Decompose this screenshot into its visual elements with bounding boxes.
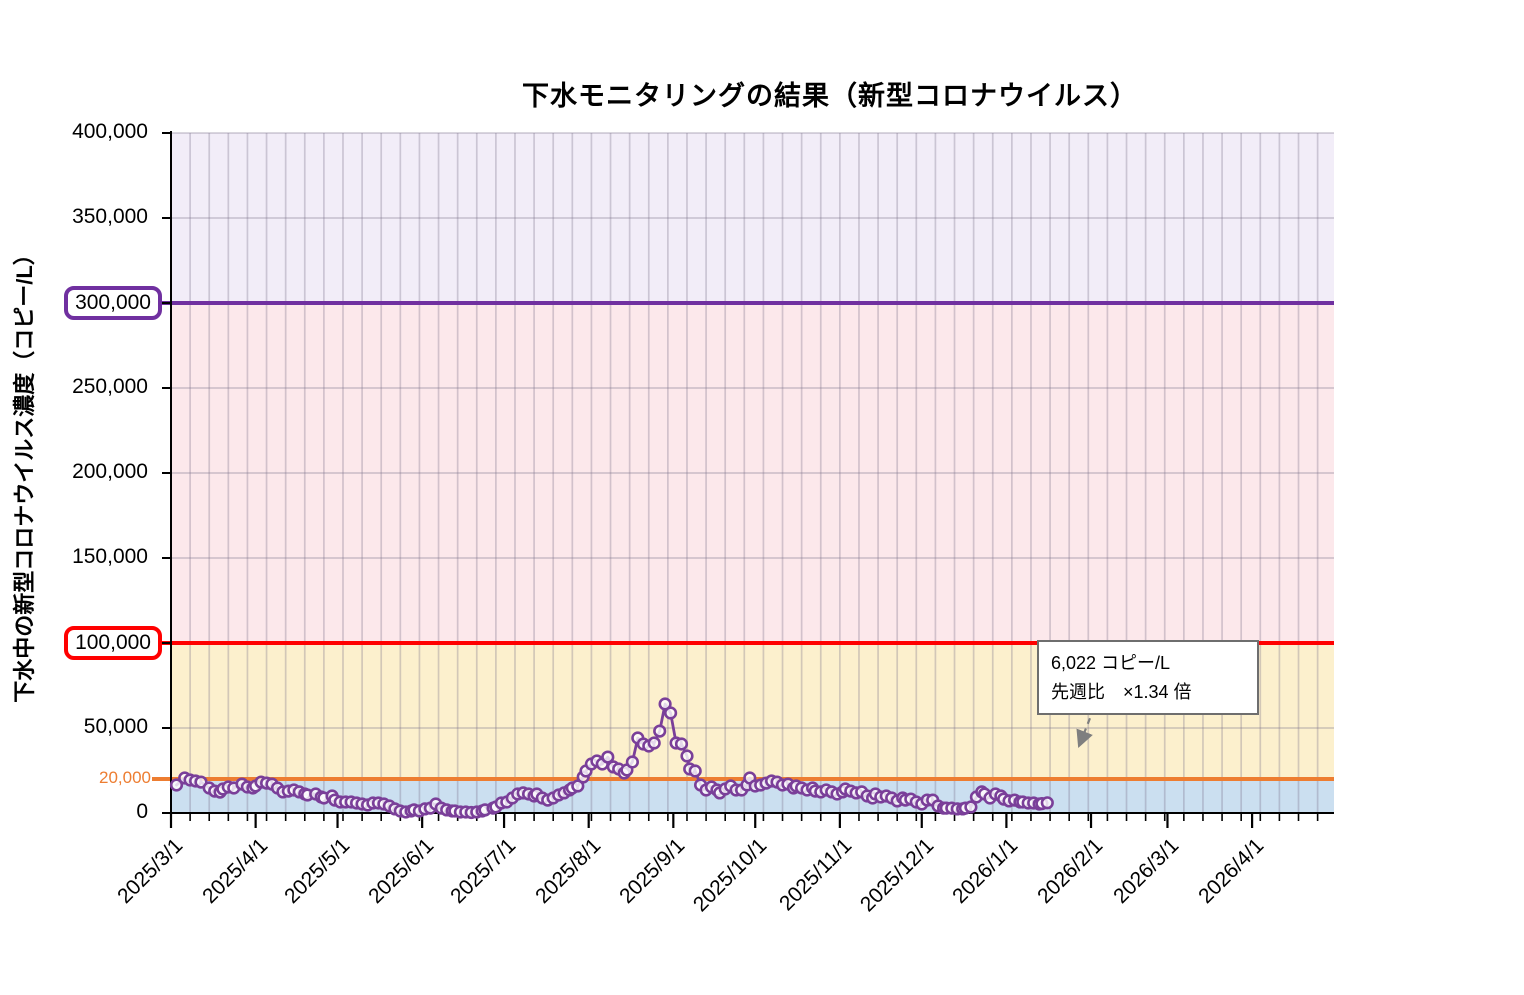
callout-arrow <box>1076 707 1096 749</box>
data-point-marker <box>647 736 661 750</box>
data-point-marker <box>663 706 678 720</box>
data-point-marker <box>601 750 615 764</box>
data-point-marker <box>674 737 689 751</box>
data-point-marker <box>964 800 978 814</box>
data-point-marker <box>680 749 694 763</box>
y-tick-label: 150,000 <box>72 545 148 568</box>
latest-value-callout: 6,022 コピー/L 先週比 ×1.34 倍 <box>1037 640 1259 715</box>
threshold-label-300000: 300,000 <box>64 286 162 320</box>
callout-value-line: 6,022 コピー/L <box>1051 653 1171 673</box>
y-tick-label: 250,000 <box>72 375 148 398</box>
data-point-marker <box>1040 796 1054 810</box>
y-tick-label: 0 <box>136 800 148 823</box>
threshold-band <box>171 303 1334 643</box>
data-point-marker <box>688 764 702 778</box>
data-point-marker <box>653 724 667 738</box>
chart-title: 下水モニタリングの結果（新型コロナウイルス） <box>522 81 1138 111</box>
callout-ratio-line: 先週比 ×1.34 倍 <box>1051 681 1192 702</box>
y-tick-label: 50,000 <box>83 715 148 738</box>
data-point-marker <box>169 778 184 792</box>
threshold-label-100000: 100,000 <box>64 626 162 660</box>
data-point-marker <box>658 697 672 711</box>
data-point-marker <box>625 755 640 769</box>
threshold-label-20000: 20,000 <box>99 768 151 787</box>
y-tick-label: 350,000 <box>72 205 148 228</box>
y-tick-label: 200,000 <box>72 460 148 483</box>
y-tick-label: 400,000 <box>72 120 148 143</box>
threshold-band <box>171 133 1334 303</box>
